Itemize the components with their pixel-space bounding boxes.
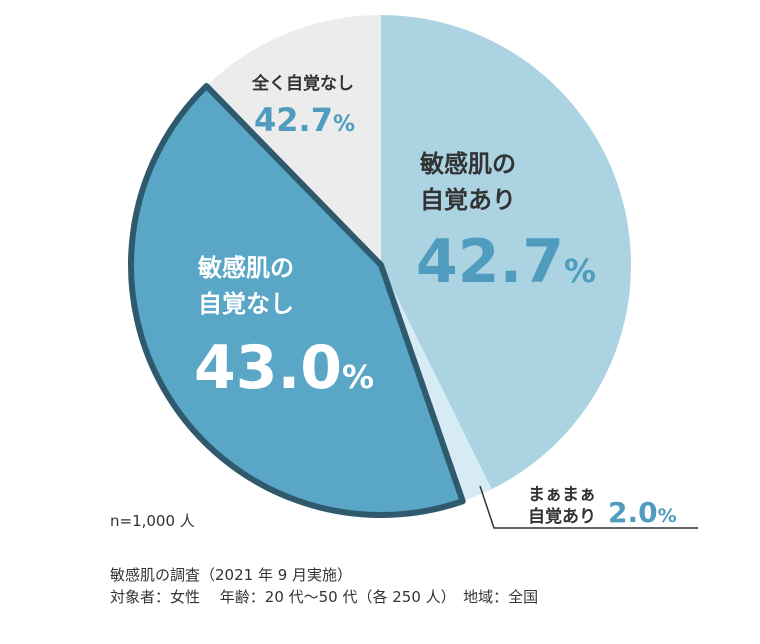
slice-label-sensitive-aware-line1: 敏感肌の <box>419 150 516 178</box>
slice-sensitive-unaware <box>128 83 466 518</box>
slice-percent-not-aware-at-all: 42.7% <box>254 101 355 139</box>
slice-label-sensitive-unaware-line1: 敏感肌の <box>197 254 294 282</box>
slice-label-somewhat-aware-line1: まぁまぁ <box>528 485 596 505</box>
survey-title-note: 敏感肌の調査（2021 年 9 月実施） <box>110 566 352 584</box>
slice-label-somewhat-aware-line2: 自覚あり <box>528 506 596 527</box>
survey-target-note: 対象者：女性 年齢：20 代〜50 代（各 250 人） 地域：全国 <box>110 588 538 606</box>
slice-label-sensitive-unaware-line2: 自覚なし <box>198 290 294 318</box>
slice-label-sensitive-aware-line2: 自覚あり <box>420 186 516 214</box>
slice-percent-sensitive-aware: 42.7% <box>416 227 596 297</box>
slice-percent-somewhat-aware: 2.0% <box>608 496 677 529</box>
slice-not-aware-at-all <box>206 15 381 265</box>
sample-size-note: n=1,000 人 <box>110 512 195 530</box>
slice-sensitive-aware <box>381 15 632 490</box>
pie-slices <box>128 15 632 518</box>
leader-line <box>479 485 698 529</box>
slice-somewhat-aware <box>381 265 492 502</box>
slice-percent-sensitive-unaware: 43.0% <box>194 333 374 403</box>
slice-label-not-aware-at-all: 全く自覚なし <box>251 73 354 94</box>
